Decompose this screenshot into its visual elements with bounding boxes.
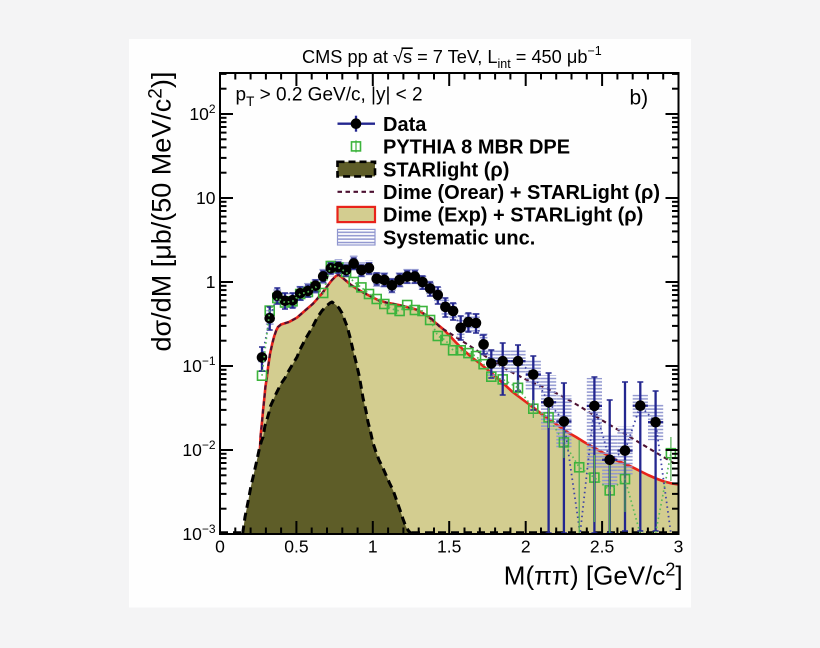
svg-text:pT > 0.2 GeV/c, |y| < 2: pT > 0.2 GeV/c, |y| < 2 bbox=[236, 85, 423, 110]
svg-text:2: 2 bbox=[521, 537, 531, 557]
svg-text:CMS pp at √s = 7 TeV, Lint = 4: CMS pp at √s = 7 TeV, Lint = 450 μb−1 bbox=[302, 44, 602, 71]
svg-text:Dime (Orear) + STARLight (ρ): Dime (Orear) + STARLight (ρ) bbox=[383, 182, 660, 204]
svg-text:dσ/dM [μb/(50 MeV/c2)]: dσ/dM [μb/(50 MeV/c2)] bbox=[146, 72, 177, 352]
svg-text:1: 1 bbox=[206, 272, 216, 292]
svg-text:10: 10 bbox=[196, 188, 216, 208]
svg-text:3: 3 bbox=[674, 537, 684, 557]
svg-text:STARlight (ρ): STARlight (ρ) bbox=[383, 159, 509, 181]
svg-text:b): b) bbox=[630, 87, 649, 110]
svg-text:1.5: 1.5 bbox=[437, 537, 461, 557]
svg-text:1: 1 bbox=[368, 537, 378, 557]
svg-text:Systematic unc.: Systematic unc. bbox=[383, 227, 535, 249]
svg-text:2.5: 2.5 bbox=[590, 537, 614, 557]
svg-text:Data: Data bbox=[383, 114, 427, 136]
svg-text:PYTHIA 8 MBR DPE: PYTHIA 8 MBR DPE bbox=[383, 137, 570, 159]
svg-text:0.5: 0.5 bbox=[284, 537, 308, 557]
svg-text:M(ππ) [GeV/c2]: M(ππ) [GeV/c2] bbox=[504, 560, 683, 591]
svg-text:Dime (Exp) + STARLight (ρ): Dime (Exp) + STARLight (ρ) bbox=[383, 205, 643, 227]
svg-text:0: 0 bbox=[215, 537, 225, 557]
